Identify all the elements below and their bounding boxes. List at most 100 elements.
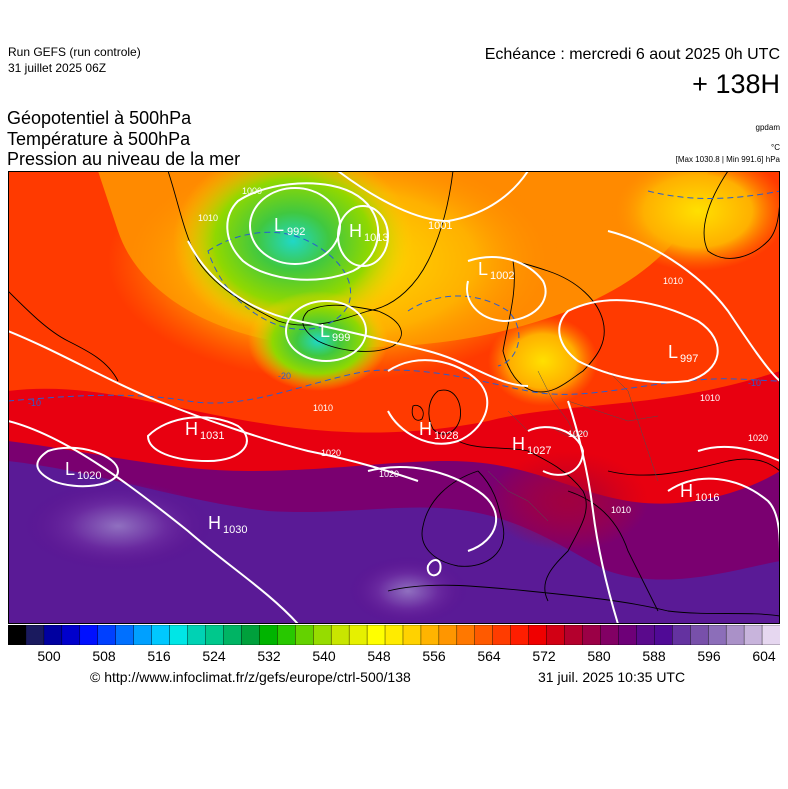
colorbar-swatch xyxy=(528,625,548,645)
svg-text:1030: 1030 xyxy=(223,524,247,536)
colorbar-swatch xyxy=(636,625,655,645)
field-purple-light-south xyxy=(348,556,468,624)
valid-time: Echéance : mercredi 6 aout 2025 0h UTC xyxy=(484,46,780,63)
isobars xyxy=(8,171,780,624)
colorbar-swatch xyxy=(79,625,99,645)
colorbar-tick-label: 564 xyxy=(477,648,501,664)
lead-time: + 138H xyxy=(692,69,780,99)
colorbar-swatch xyxy=(61,625,81,645)
colorbar-swatch xyxy=(618,625,637,645)
field-yellow-northeast xyxy=(608,171,780,271)
pressure-center-label: L 999 xyxy=(320,321,350,344)
svg-text:H: H xyxy=(208,513,221,533)
isobar-label: 1010 xyxy=(611,505,631,515)
isobar-label: 1020 xyxy=(379,469,399,479)
svg-text:1013: 1013 xyxy=(364,232,388,244)
isobar-label: 1020 xyxy=(321,448,341,458)
svg-text:999: 999 xyxy=(332,332,350,344)
colorbar-swatch xyxy=(564,625,584,645)
colorbar-tick-label: 532 xyxy=(257,648,281,664)
svg-text:992: 992 xyxy=(287,226,305,238)
colorbar-swatch xyxy=(115,625,135,645)
colorbar-swatch xyxy=(277,625,296,645)
pressure-center-label: H 1027 xyxy=(512,434,551,457)
colorbar-tick-label: 548 xyxy=(367,648,391,664)
colorbar-tick-label: 508 xyxy=(92,648,116,664)
isobar-label: 1010 xyxy=(198,213,218,223)
svg-text:L: L xyxy=(274,215,284,235)
colorbar-swatch xyxy=(743,625,763,645)
colorbar-swatch xyxy=(348,625,368,645)
generated-time: 31 juil. 2025 10:35 UTC xyxy=(538,669,686,685)
colorbar-swatch xyxy=(420,625,440,645)
weather-map: L 992 H 1013 1001 L 1002 L 999 L 997 H 1… xyxy=(8,171,780,624)
pressure-center-label: H 1030 xyxy=(208,513,247,536)
colorbar-swatch xyxy=(761,625,780,645)
isotherm-label: -10 xyxy=(28,398,41,408)
isotherm-labels: -10 -20 -10 xyxy=(28,371,761,408)
colorbar-swatch xyxy=(546,625,566,645)
field-darkred xyxy=(488,451,648,551)
unit-geopotential: gpdam xyxy=(755,123,780,132)
colorbar-swatch xyxy=(582,625,601,645)
svg-text:H: H xyxy=(185,419,198,439)
colorbar-swatch xyxy=(672,625,691,645)
colorbar-swatch xyxy=(169,625,189,645)
colorbar-tick-label: 500 xyxy=(37,648,61,664)
colorbar-swatch xyxy=(259,625,278,645)
pressure-center-label: L 992 xyxy=(274,215,305,238)
unit-temperature: °C xyxy=(771,143,780,152)
borders xyxy=(487,370,659,522)
colorbar-swatch xyxy=(654,625,673,645)
colorbar-tick-label: 596 xyxy=(697,648,721,664)
svg-text:1031: 1031 xyxy=(200,430,224,442)
svg-text:L: L xyxy=(65,459,75,479)
isobar-label: 1020 xyxy=(748,433,768,443)
pressure-center-label: H 1031 xyxy=(185,419,224,442)
colorbar-tick-label: 604 xyxy=(752,648,776,664)
colorbar-swatch xyxy=(600,625,619,645)
pressure-center-label: 1001 xyxy=(428,220,452,232)
svg-text:L: L xyxy=(320,321,330,341)
parameter-temperature: Température à 500hPa xyxy=(7,129,191,149)
colorbar-swatch xyxy=(725,625,745,645)
colorbar-swatch xyxy=(690,625,709,645)
colorbar-swatch xyxy=(133,625,153,645)
colorbar-swatch xyxy=(474,625,494,645)
colorbar xyxy=(8,625,780,645)
colorbar-swatch xyxy=(313,625,332,645)
field-yellow-baltic xyxy=(488,316,598,406)
pressure-center-label: L 1002 xyxy=(478,259,514,282)
svg-text:H: H xyxy=(680,481,693,501)
isobar-label: 1010 xyxy=(700,393,720,403)
colorbar-swatch xyxy=(241,625,260,645)
colorbar-swatch xyxy=(187,625,206,645)
isotherm-label: -10 xyxy=(748,378,761,388)
colorbar-swatch xyxy=(151,625,171,645)
svg-text:1027: 1027 xyxy=(527,445,551,457)
run-title: Run GEFS (run controle) xyxy=(8,45,141,59)
svg-text:H: H xyxy=(349,221,362,241)
pressure-extremes: [Max 1030.8 | Min 991.6] hPa xyxy=(675,155,780,164)
colorbar-swatch xyxy=(97,625,117,645)
svg-text:H: H xyxy=(419,419,432,439)
colorbar-swatch xyxy=(25,625,45,645)
colorbar-tick-label: 516 xyxy=(147,648,171,664)
pressure-center-label: L 997 xyxy=(668,342,698,365)
map-frame xyxy=(8,171,780,624)
colorbar-swatch xyxy=(205,625,224,645)
svg-text:997: 997 xyxy=(680,353,698,365)
pressure-center-label: H 1013 xyxy=(349,221,388,244)
svg-text:L: L xyxy=(478,259,488,279)
colorbar-swatch xyxy=(295,625,314,645)
isotherm-label: -20 xyxy=(278,371,291,381)
colorbar-tick-label: 540 xyxy=(312,648,336,664)
pressure-center-label: L 1020 xyxy=(65,459,101,482)
colorbar-tick-label: 556 xyxy=(422,648,446,664)
colorbar-swatch xyxy=(8,625,27,645)
colorbar-tick-label: 524 xyxy=(202,648,226,664)
run-date: 31 juillet 2025 06Z xyxy=(8,61,107,75)
colorbar-swatch xyxy=(492,625,512,645)
parameter-geopotential: Géopotentiel à 500hPa xyxy=(7,108,192,128)
colorbar-swatch xyxy=(384,625,404,645)
